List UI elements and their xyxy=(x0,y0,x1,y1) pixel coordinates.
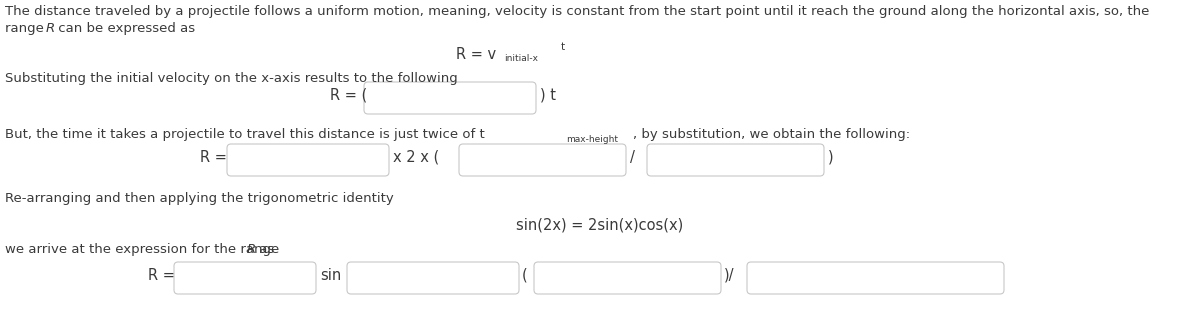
Text: we arrive at the expression for the range: we arrive at the expression for the rang… xyxy=(5,243,283,256)
Text: x 2 x (: x 2 x ( xyxy=(394,150,439,165)
Text: ): ) xyxy=(828,150,834,165)
Text: can be expressed as: can be expressed as xyxy=(54,22,196,35)
Text: R = (: R = ( xyxy=(330,88,367,103)
FancyBboxPatch shape xyxy=(647,144,824,176)
Text: R: R xyxy=(247,243,257,256)
Text: R: R xyxy=(46,22,55,35)
Text: /: / xyxy=(630,150,635,165)
Text: ) t: ) t xyxy=(540,88,556,103)
Text: Substituting the initial velocity on the x-axis results to the following: Substituting the initial velocity on the… xyxy=(5,72,457,85)
FancyBboxPatch shape xyxy=(534,262,721,294)
Text: initial-x: initial-x xyxy=(504,54,538,63)
FancyBboxPatch shape xyxy=(746,262,1004,294)
Text: )/: )/ xyxy=(724,268,734,283)
FancyBboxPatch shape xyxy=(458,144,626,176)
Text: But, the time it takes a projectile to travel this distance is just twice of t: But, the time it takes a projectile to t… xyxy=(5,128,485,141)
Text: max-height: max-height xyxy=(566,135,618,144)
Text: R =: R = xyxy=(148,268,175,283)
FancyBboxPatch shape xyxy=(174,262,316,294)
Text: sin(2x) = 2sin(x)cos(x): sin(2x) = 2sin(x)cos(x) xyxy=(516,217,684,232)
Text: sin: sin xyxy=(320,268,341,283)
Text: R =: R = xyxy=(200,150,227,165)
FancyBboxPatch shape xyxy=(347,262,520,294)
Text: , by substitution, we obtain the following:: , by substitution, we obtain the followi… xyxy=(634,128,910,141)
Text: (: ( xyxy=(522,268,528,283)
Text: The distance traveled by a projectile follows a uniform motion, meaning, velocit: The distance traveled by a projectile fo… xyxy=(5,5,1150,18)
FancyBboxPatch shape xyxy=(227,144,389,176)
Text: Re-arranging and then applying the trigonometric identity: Re-arranging and then applying the trigo… xyxy=(5,192,394,205)
Text: as: as xyxy=(256,243,275,256)
Text: range: range xyxy=(5,22,48,35)
Text: t: t xyxy=(562,42,565,52)
Text: R = v: R = v xyxy=(456,47,496,62)
FancyBboxPatch shape xyxy=(364,82,536,114)
